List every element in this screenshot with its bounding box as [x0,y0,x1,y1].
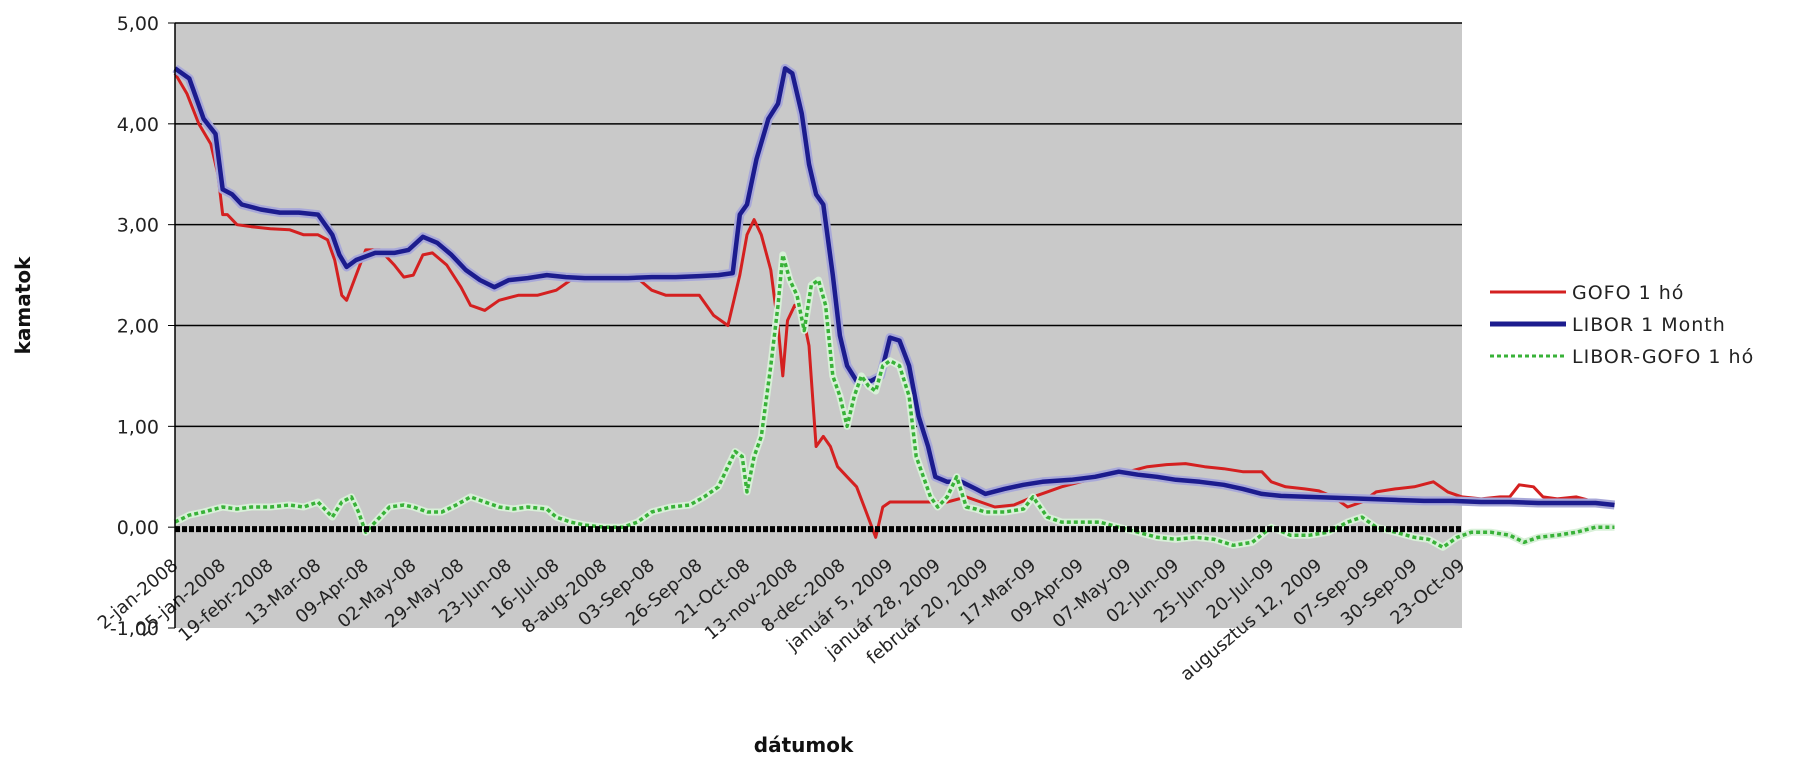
x-axis-ticks: 2-jan-200825-jan-200819-febr-200813-Mar-… [94,555,1469,685]
series-lines [172,63,1615,551]
y-axis-ticks: -1,00 0,00 1,00 2,00 3,00 4,00 5,00 [110,13,175,640]
gridlines [175,22,1462,428]
y-tick-label: 1,00 [117,416,159,438]
y-tick-label: 0,00 [117,517,159,539]
series-libor-1-month [173,66,1615,508]
x-axis-title: dátumok [754,733,854,757]
y-tick-label: -1,00 [110,618,159,640]
legend-label: GOFO 1 hó [1572,282,1684,304]
y-tick-label: 5,00 [117,13,159,35]
y-axis-title: kamatok [11,256,35,354]
y-tick-label: 2,00 [117,316,159,338]
legend-label: LIBOR-GOFO 1 hó [1572,346,1754,368]
y-tick-label: 3,00 [117,215,159,237]
y-tick-label: 4,00 [117,114,159,136]
series-libor-gofo-1-ho [174,253,1615,550]
legend: GOFO 1 hó LIBOR 1 Month LIBOR-GOFO 1 hó [1490,282,1754,368]
legend-label: LIBOR 1 Month [1572,314,1726,336]
